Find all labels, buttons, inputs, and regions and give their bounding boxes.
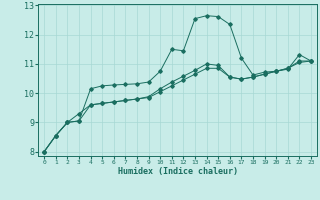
X-axis label: Humidex (Indice chaleur): Humidex (Indice chaleur) [118, 167, 238, 176]
